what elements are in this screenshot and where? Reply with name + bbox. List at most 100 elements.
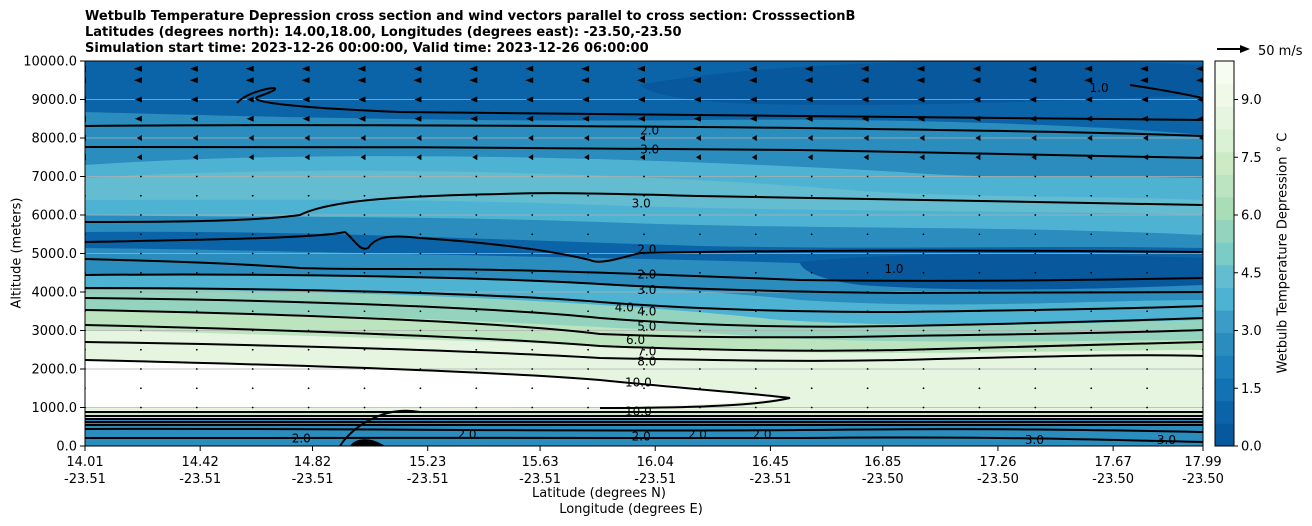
- contour-label: 4.0: [615, 300, 634, 314]
- colorbar-segment: [1215, 423, 1234, 447]
- wind-vector: [190, 96, 198, 103]
- wind-vector: [978, 252, 981, 255]
- wind-vector: [1090, 233, 1093, 236]
- wind-vector: [357, 65, 366, 72]
- wind-vector: [582, 96, 590, 103]
- wind-vector: [699, 348, 701, 351]
- wind-vector: [978, 271, 981, 274]
- wind-vector: [810, 175, 813, 178]
- wind-vector: [140, 233, 142, 236]
- wind-vector: [1143, 154, 1149, 161]
- wind-vector: [307, 329, 310, 332]
- wind-vector: [251, 291, 254, 293]
- wind-vector: [531, 348, 534, 351]
- wind-vector: [475, 271, 478, 274]
- wind-vector: [140, 368, 142, 370]
- wind-vector: [363, 271, 366, 274]
- wind-vector: [699, 271, 701, 274]
- wind-vector: [922, 348, 925, 351]
- wind-vector: [754, 406, 757, 409]
- wind-vector: [1034, 348, 1037, 351]
- wind-vector: [1141, 115, 1149, 122]
- wind-vector: [637, 77, 645, 84]
- wind-vector: [301, 77, 310, 84]
- wind-vector: [804, 65, 813, 72]
- x-tick-label-lat: 15.23: [409, 455, 446, 470]
- x-tick-label-lon: -23.51: [64, 472, 106, 487]
- wind-vector: [1090, 310, 1093, 313]
- colorbar-segment: [1215, 264, 1234, 288]
- colorbar-segment: [1215, 332, 1234, 356]
- wind-vector: [470, 115, 478, 122]
- wind-vector: [866, 194, 869, 197]
- wind-vector: [1034, 291, 1037, 293]
- wind-vector: [195, 194, 198, 197]
- x-tick-label-lon: -23.50: [862, 472, 904, 487]
- contour-label: 6.0: [626, 333, 645, 347]
- wind-vector: [1146, 233, 1148, 236]
- wind-vector: [140, 194, 142, 197]
- wind-vector: [1090, 368, 1093, 370]
- wind-vector: [1090, 271, 1093, 274]
- wind-vector: [419, 175, 422, 178]
- wind-vector: [1146, 214, 1148, 216]
- contour-line-3-top: [85, 145, 1203, 159]
- wind-vector: [1034, 310, 1037, 313]
- wind-vector: [1140, 65, 1149, 72]
- wind-vector: [1196, 77, 1203, 83]
- wind-vector: [307, 214, 310, 216]
- wind-vector: [699, 194, 701, 197]
- wind-vector: [810, 214, 813, 216]
- wind-vector: [978, 348, 981, 351]
- wind-vector: [1087, 154, 1093, 161]
- wind-vector: [754, 348, 757, 351]
- wind-vector: [189, 77, 198, 84]
- wind-vector: [810, 252, 813, 255]
- wind-vector: [419, 310, 422, 313]
- wind-vector: [363, 252, 366, 255]
- contour-line-4: [85, 287, 1203, 314]
- wind-vector: [419, 271, 422, 274]
- wind-vector: [640, 135, 645, 141]
- wind-vector: [1087, 135, 1093, 141]
- colorbar-segment: [1215, 242, 1234, 266]
- terrain-blob: [350, 439, 385, 446]
- wind-vector: [587, 368, 589, 370]
- contour-line-5: [85, 297, 1203, 328]
- wind-vector: [363, 194, 366, 197]
- wind-vector: [251, 271, 254, 274]
- wind-vector: [587, 310, 589, 313]
- contour-label: 1.0: [1090, 81, 1109, 95]
- colorbar-segment: [1215, 61, 1234, 85]
- contour-label: 8.0: [637, 354, 656, 368]
- wind-vector: [414, 96, 422, 103]
- wind-vector: [528, 154, 534, 161]
- wind-vector: [531, 406, 534, 409]
- wind-vector: [469, 77, 478, 84]
- wind-vector: [363, 348, 366, 351]
- wind-vector: [749, 115, 757, 122]
- wind-vector: [1197, 116, 1203, 122]
- contour-label: 10.0: [625, 404, 652, 418]
- wind-vector: [643, 214, 645, 216]
- wind-vector: [810, 329, 813, 332]
- wind-vector: [754, 310, 757, 313]
- wind-vector: [917, 96, 925, 103]
- wind-vector: [251, 175, 254, 178]
- wind-vector: [866, 252, 869, 255]
- wind-vector: [582, 115, 590, 122]
- x-axis-label-latitude: Latitude (degrees N): [532, 486, 666, 501]
- wind-vector: [1090, 194, 1093, 197]
- wind-vector: [584, 135, 590, 141]
- contour-line-2-mid-a: [85, 230, 1203, 263]
- wind-vector: [749, 96, 757, 103]
- wind-vector: [531, 387, 534, 390]
- wind-vector: [358, 96, 366, 103]
- wind-vector: [251, 329, 254, 332]
- wind-vector: [475, 310, 478, 313]
- wind-vector: [363, 406, 366, 409]
- wind-vector: [470, 96, 478, 103]
- wind-vector: [475, 252, 478, 255]
- wind-vector: [1031, 135, 1037, 141]
- contour-line-10-upper: [85, 359, 791, 409]
